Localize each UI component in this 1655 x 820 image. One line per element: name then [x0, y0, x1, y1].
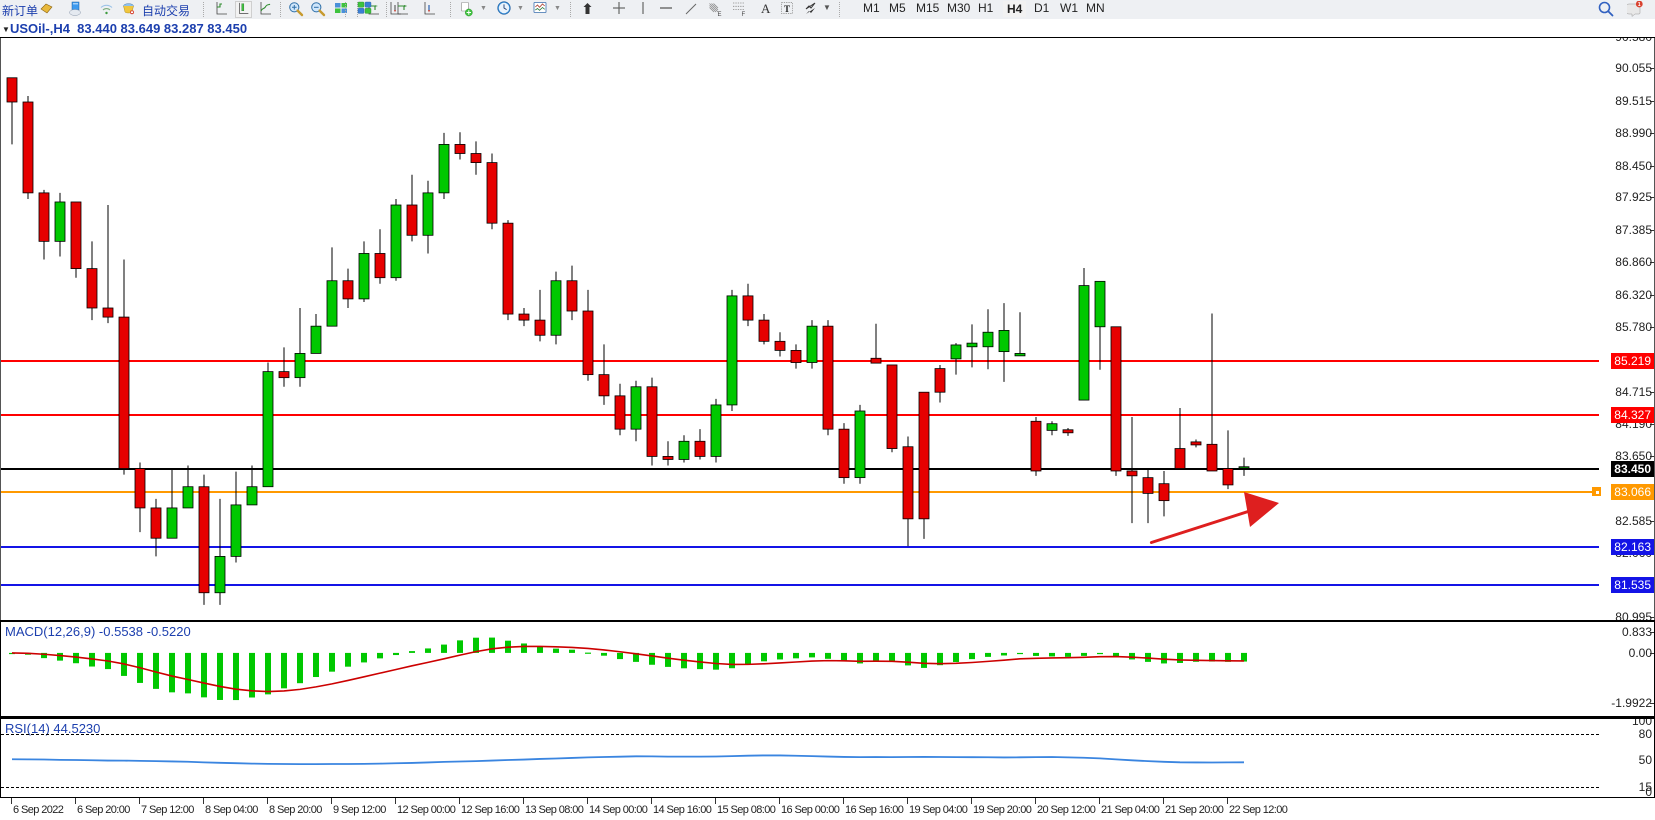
svg-text:E: E: [718, 12, 722, 18]
svg-text:1: 1: [1638, 2, 1641, 8]
svg-text:T: T: [784, 4, 790, 14]
svg-text:F: F: [742, 12, 746, 18]
